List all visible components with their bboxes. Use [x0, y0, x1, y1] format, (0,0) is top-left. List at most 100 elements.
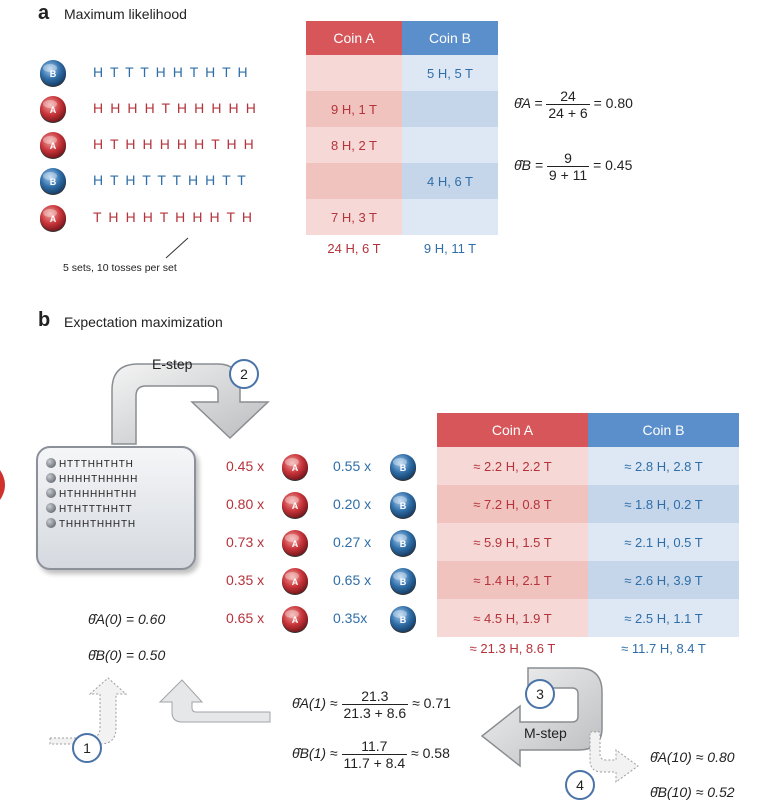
svg-text:B: B [400, 501, 407, 511]
table-row: 7 H, 3 T [306, 199, 498, 235]
list-item: HTTTHHTHTH [46, 458, 134, 470]
toss-sequence: H T H H H H H T H H [93, 136, 256, 152]
svg-text:A: A [292, 501, 299, 511]
list-item: HTHTTTHHTT [46, 503, 133, 515]
list-item: THHHTHHHTH [46, 518, 136, 530]
table-row: ≈ 2.2 H, 2.2 T ≈ 2.8 H, 2.8 T [437, 447, 739, 485]
weight-coin-a: 0.45 x [226, 458, 265, 474]
weight-coin-b: 0.35x [333, 610, 368, 626]
table-row: 5 H, 5 T [306, 55, 498, 91]
m-step-arrow [480, 667, 603, 768]
step-2-circle: 2 [229, 359, 259, 389]
table-cell-coin-a [306, 55, 402, 91]
theta-b-ml-value: = 0.45 [593, 157, 633, 174]
theta-b-ml-numerator: 9 [546, 150, 590, 167]
theta-b-final: θ̂B(10) ≈ 0.52 [650, 784, 735, 800]
theta-a-ml-equation: θ̂A = 24 24 + 6 = 0.80 [514, 88, 633, 121]
svg-text:A: A [292, 539, 299, 549]
table-cell-coin-a: 8 H, 2 T [306, 127, 402, 163]
coin-a-icon: A [280, 604, 310, 634]
coin-a-icon: A [38, 203, 68, 233]
step-4-circle: 4 [565, 770, 595, 800]
table-cell-coin-b: 4 H, 6 T [402, 163, 498, 199]
data-sequence-box: HTTTHHTHTH HHHHTHHHHH HTHHHHHTHH HTHTTTH… [36, 446, 196, 570]
panel-a-title: Maximum likelihood [64, 6, 187, 22]
coin-b-icon: B [388, 528, 418, 558]
toss-sequence: H T T T H H T H T H [93, 64, 250, 80]
svg-text:B: B [400, 463, 407, 473]
coin-a-icon: A [280, 528, 310, 558]
panel-a-table: Coin A Coin B 5 H, 5 T 9 H, 1 T 8 H, 2 T… [306, 21, 498, 261]
coin-b-icon: B [38, 58, 68, 88]
panel-b-letter: b [38, 309, 51, 331]
theta-a-ml-value: = 0.80 [593, 95, 633, 112]
table-cell-coin-b [402, 127, 498, 163]
weight-coin-b: 0.65 x [333, 572, 372, 588]
table-row: 8 H, 2 T [306, 127, 498, 163]
svg-text:A: A [50, 214, 57, 224]
coin-a-icon: A [280, 490, 310, 520]
panel-a-total-coin-a: 24 H, 6 T [306, 235, 402, 261]
table-row: ≈ 7.2 H, 0.8 T ≈ 1.8 H, 0.2 T [437, 485, 739, 523]
table-row: ≈ 1.4 H, 2.1 T ≈ 2.6 H, 3.9 T [437, 561, 739, 599]
table-cell-coin-b: ≈ 2.6 H, 3.9 T [588, 561, 739, 599]
coin-icon [46, 518, 56, 528]
m-step-label: M-step [524, 725, 567, 741]
theta-a-update-lhs: θ̂A(1) ≈ [292, 695, 338, 712]
table-row: 4 H, 6 T [306, 163, 498, 199]
svg-text:A: A [292, 463, 299, 473]
coin-icon [46, 488, 56, 498]
step-1-circle: 1 [72, 733, 102, 763]
svg-text:B: B [50, 69, 57, 79]
table-cell-coin-b: ≈ 2.8 H, 2.8 T [588, 447, 739, 485]
weight-coin-b: 0.55 x [333, 458, 372, 474]
theta-b-update-equation: θ̂B(1) ≈ 11.7 11.7 + 8.4 ≈ 0.58 [292, 738, 450, 771]
toss-sequence: H T H T T T H H T T [93, 172, 248, 188]
weight-coin-b: 0.27 x [333, 534, 372, 550]
coin-icon [46, 473, 56, 483]
coin-b-icon: B [388, 566, 418, 596]
theta-b-update-numerator: 11.7 [341, 738, 408, 755]
svg-text:B: B [400, 539, 407, 549]
toss-sequence: H H H H T H H H H H [93, 100, 258, 116]
table-row: ≈ 4.5 H, 1.9 T ≈ 2.5 H, 1.1 T [437, 599, 739, 637]
table-cell-coin-a: ≈ 7.2 H, 0.8 T [437, 485, 588, 523]
table-cell-coin-b [402, 91, 498, 127]
panel-b-total-coin-b: ≈ 11.7 H, 8.4 T [588, 637, 739, 659]
panel-b-total-coin-a: ≈ 21.3 H, 8.6 T [437, 637, 588, 659]
theta-a-final: θ̂A(10) ≈ 0.80 [650, 749, 735, 765]
table-row: ≈ 5.9 H, 1.5 T ≈ 2.1 H, 0.5 T [437, 523, 739, 561]
theta-a-update-denominator: 21.3 + 8.6 [343, 705, 407, 721]
list-item: HHHHTHHHHH [46, 473, 138, 485]
coin-b-icon: B [388, 490, 418, 520]
theta-a-ml-lhs: θ̂A = [514, 95, 543, 112]
coin-b-icon: B [38, 166, 68, 196]
table-cell-coin-a: ≈ 5.9 H, 1.5 T [437, 523, 588, 561]
coin-a-icon: A [38, 130, 68, 160]
panel-b-header-coin-a: Coin A [437, 413, 588, 447]
table-cell-coin-b: ≈ 1.8 H, 0.2 T [588, 485, 739, 523]
panel-a-letter: a [38, 2, 50, 24]
annotation-pointer-line [165, 237, 189, 259]
theta-a-update-numerator: 21.3 [341, 688, 409, 705]
step-4-arrow [589, 731, 639, 783]
panel-b-header-coin-b: Coin B [588, 413, 739, 447]
coin-b-icon: B [388, 604, 418, 634]
svg-text:B: B [400, 615, 407, 625]
coin-icon [46, 503, 56, 513]
svg-text:A: A [50, 141, 57, 151]
e-step-label: E-step [152, 356, 193, 372]
theta-a-initial: θ̂A(0) = 0.60 [88, 611, 166, 627]
theta-a-ml-numerator: 24 [546, 88, 590, 105]
panel-b-table: Coin A Coin B ≈ 2.2 H, 2.2 T ≈ 2.8 H, 2.8… [437, 413, 739, 659]
theta-a-update-value: ≈ 0.71 [412, 695, 451, 712]
table-row: 9 H, 1 T [306, 91, 498, 127]
weight-coin-a: 0.35 x [226, 572, 265, 588]
svg-text:A: A [292, 577, 299, 587]
weight-coin-a: 0.65 x [226, 610, 265, 626]
step-3-circle: 3 [525, 679, 555, 709]
theta-b-update-lhs: θ̂B(1) ≈ [292, 745, 338, 762]
coin-icon [46, 458, 56, 468]
theta-a-ml-denominator: 24 + 6 [548, 105, 588, 121]
panel-a-total-coin-b: 9 H, 11 T [402, 235, 498, 261]
